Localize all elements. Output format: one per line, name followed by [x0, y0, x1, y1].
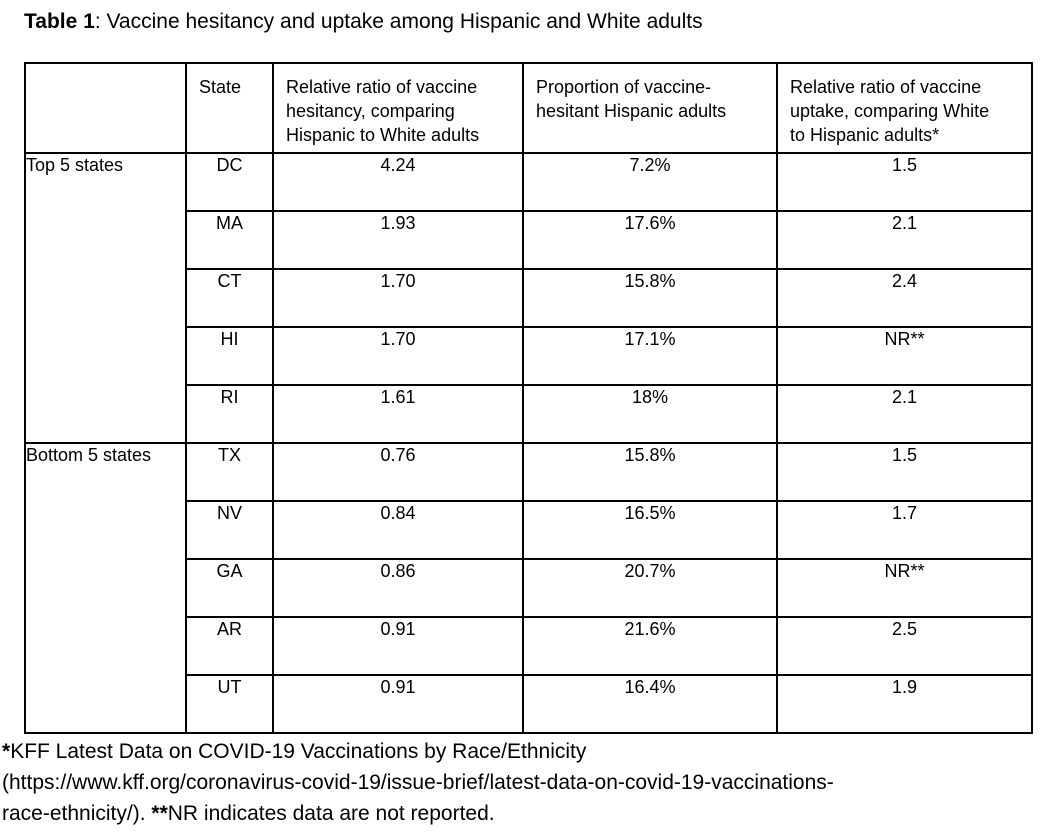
footnote: *KFF Latest Data on COVID-19 Vaccination… [2, 736, 1062, 829]
cell-hesitancy-ratio: 4.24 [272, 152, 524, 212]
table-caption: Table 1: Vaccine hesitancy and uptake am… [24, 8, 703, 35]
cell-uptake-ratio: NR** [776, 558, 1033, 618]
cell-hesitant-proportion: 17.6% [522, 210, 778, 270]
cell-state: HI [185, 326, 274, 386]
cell-hesitancy-ratio: 0.84 [272, 500, 524, 560]
table-header-row: State Relative ratio of vaccine hesitanc… [24, 62, 1033, 154]
cell-state: RI [185, 384, 274, 444]
footnote-line-3: race-ethnicity/). **NR indicates data ar… [2, 798, 1062, 829]
table-row: Top 5 states DC 4.24 7.2% 1.5 [24, 152, 1033, 444]
cell-hesitancy-ratio: 1.70 [272, 268, 524, 328]
cell-hesitant-proportion: 17.1% [522, 326, 778, 386]
cell-hesitant-proportion: 15.8% [522, 268, 778, 328]
cell-hesitancy-ratio: 0.91 [272, 616, 524, 676]
cell-uptake-ratio: 2.1 [776, 210, 1033, 270]
table-row: HI 1.70 17.1% NR** [25, 326, 1033, 386]
table-row: CT 1.70 15.8% 2.4 [25, 268, 1033, 328]
cell-uptake-ratio: 2.5 [776, 616, 1033, 676]
column-header-hesitancy-ratio: Relative ratio of vaccine hesitancy, com… [272, 62, 524, 154]
cell-hesitant-proportion: 15.8% [522, 442, 778, 502]
cell-hesitant-proportion: 21.6% [522, 616, 778, 676]
footnote-source-text: KFF Latest Data on COVID-19 Vaccinations… [10, 740, 587, 763]
footnote-line-1: *KFF Latest Data on COVID-19 Vaccination… [2, 736, 1062, 767]
column-header-group [24, 62, 187, 154]
row-group-label-bottom5: Bottom 5 states [24, 442, 187, 734]
table-row: Bottom 5 states TX 0.76 15.8% 1.5 [24, 442, 1033, 734]
cell-uptake-ratio: 1.9 [776, 674, 1033, 734]
cell-uptake-ratio: 2.1 [776, 384, 1033, 444]
footnote-marker-1: * [2, 740, 11, 763]
cell-uptake-ratio: NR** [776, 326, 1033, 386]
column-header-hesitant-proportion: Proportion of vaccine- hesitant Hispanic… [522, 62, 778, 154]
cell-hesitancy-ratio: 0.86 [272, 558, 524, 618]
table-row: AR 0.91 21.6% 2.5 [25, 616, 1033, 676]
cell-state: TX [185, 442, 274, 502]
cell-hesitancy-ratio: 0.91 [272, 674, 524, 734]
table-caption-text: : Vaccine hesitancy and uptake among His… [94, 10, 703, 33]
cell-hesitant-proportion: 20.7% [522, 558, 778, 618]
cell-uptake-ratio: 1.5 [776, 442, 1033, 502]
footnote-url-text: (https://www.kff.org/coronavirus-covid-1… [2, 771, 834, 794]
table-row: RI 1.61 18% 2.1 [25, 384, 1033, 444]
cell-state: AR [185, 616, 274, 676]
table-row: GA 0.86 20.7% NR** [25, 558, 1033, 618]
cell-state: CT [185, 268, 274, 328]
cell-hesitant-proportion: 18% [522, 384, 778, 444]
cell-uptake-ratio: 1.5 [776, 152, 1033, 212]
cell-state: UT [185, 674, 274, 734]
cell-hesitant-proportion: 16.4% [522, 674, 778, 734]
footnote-nr-text: NR indicates data are not reported. [167, 802, 495, 825]
cell-state: GA [185, 558, 274, 618]
column-header-state: State [185, 62, 274, 154]
footnote-url-end: race-ethnicity/). [2, 802, 152, 825]
cell-hesitancy-ratio: 1.93 [272, 210, 524, 270]
footnote-marker-2: ** [151, 802, 168, 825]
cell-state: DC [185, 152, 274, 212]
cell-hesitancy-ratio: 1.61 [272, 384, 524, 444]
row-group-label-top5: Top 5 states [24, 152, 187, 444]
table-row: MA 1.93 17.6% 2.1 [25, 210, 1033, 270]
cell-hesitancy-ratio: 1.70 [272, 326, 524, 386]
table-row: NV 0.84 16.5% 1.7 [25, 500, 1033, 560]
cell-state: NV [185, 500, 274, 560]
cell-hesitancy-ratio: 0.76 [272, 442, 524, 502]
table-row: UT 0.91 16.4% 1.9 [25, 674, 1033, 734]
cell-uptake-ratio: 2.4 [776, 268, 1033, 328]
data-table: State Relative ratio of vaccine hesitanc… [24, 62, 1033, 734]
cell-uptake-ratio: 1.7 [776, 500, 1033, 560]
table-caption-label: Table 1 [24, 10, 95, 33]
cell-state: MA [185, 210, 274, 270]
cell-hesitant-proportion: 7.2% [522, 152, 778, 212]
column-header-uptake-ratio: Relative ratio of vaccine uptake, compar… [776, 62, 1033, 154]
cell-hesitant-proportion: 16.5% [522, 500, 778, 560]
footnote-line-2: (https://www.kff.org/coronavirus-covid-1… [2, 767, 1062, 798]
